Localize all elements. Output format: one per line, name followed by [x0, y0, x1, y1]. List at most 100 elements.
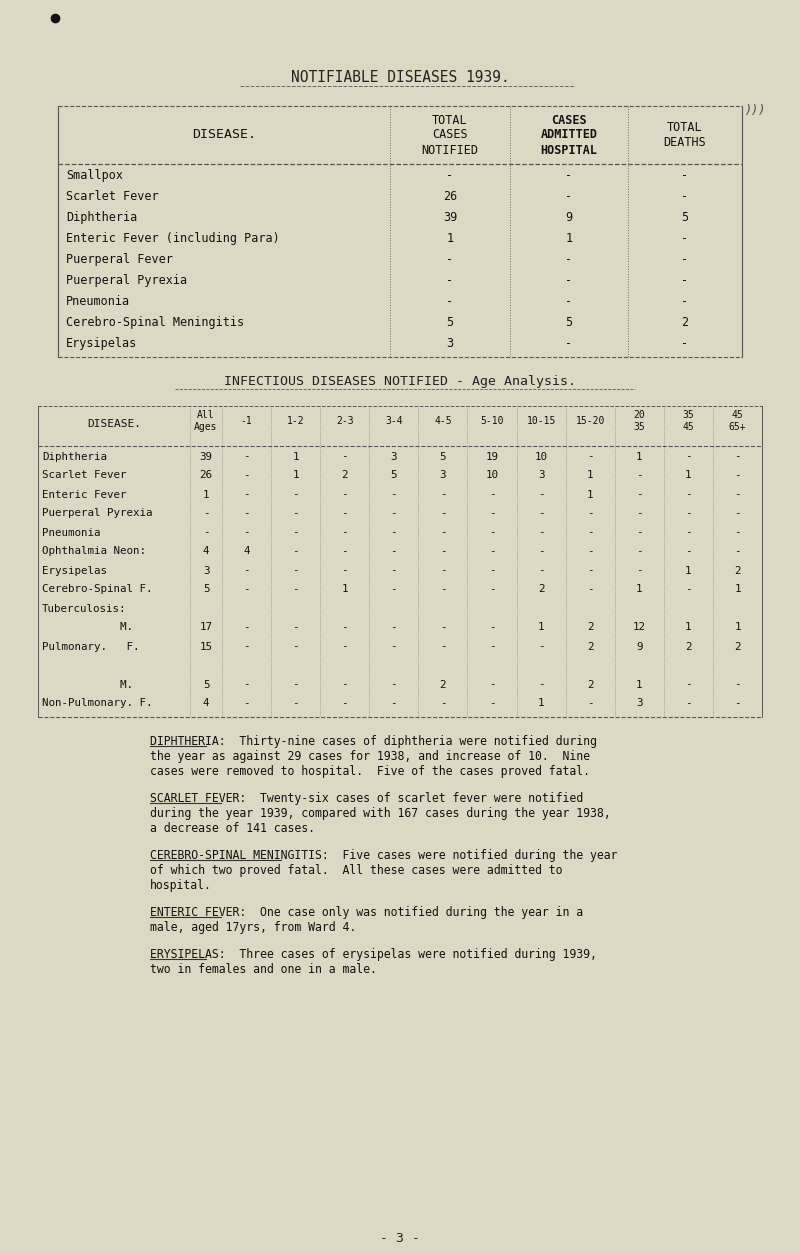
Text: 1: 1: [636, 679, 642, 689]
Text: -: -: [292, 565, 299, 575]
Text: -: -: [440, 509, 446, 519]
Text: -: -: [538, 546, 544, 556]
Text: -: -: [202, 528, 210, 538]
Text: 3: 3: [538, 470, 544, 480]
Text: 10: 10: [486, 470, 498, 480]
Text: -: -: [342, 490, 348, 500]
Text: -: -: [243, 490, 250, 500]
Text: -: -: [734, 451, 741, 461]
Text: 39: 39: [199, 451, 213, 461]
Text: -: -: [243, 470, 250, 480]
Text: -: -: [682, 190, 689, 203]
Text: -: -: [342, 451, 348, 461]
Text: 20
35: 20 35: [634, 410, 645, 432]
Text: M.: M.: [42, 679, 133, 689]
Text: DISEASE.: DISEASE.: [192, 129, 256, 142]
Text: Scarlet Fever: Scarlet Fever: [42, 470, 126, 480]
Text: 1: 1: [538, 698, 544, 708]
Text: -: -: [682, 274, 689, 287]
Text: -: -: [489, 546, 495, 556]
Text: 1: 1: [636, 584, 642, 594]
Text: -: -: [685, 679, 692, 689]
Text: -: -: [446, 169, 454, 182]
Text: 5: 5: [202, 584, 210, 594]
Text: 1: 1: [587, 490, 594, 500]
Text: NOTIFIABLE DISEASES 1939.: NOTIFIABLE DISEASES 1939.: [290, 70, 510, 85]
Text: 5: 5: [202, 679, 210, 689]
Text: -: -: [636, 565, 642, 575]
Text: Enteric Fever (including Para): Enteric Fever (including Para): [66, 232, 280, 246]
Text: Cerebro-Spinal F.: Cerebro-Spinal F.: [42, 584, 153, 594]
Text: Smallpox: Smallpox: [66, 169, 123, 182]
Text: Puerperal Fever: Puerperal Fever: [66, 253, 173, 266]
Text: Erysipelas: Erysipelas: [66, 337, 138, 350]
Text: 9: 9: [636, 642, 642, 652]
Text: 19: 19: [486, 451, 498, 461]
Text: -: -: [566, 274, 573, 287]
Text: -: -: [566, 294, 573, 308]
Text: 4-5: 4-5: [434, 416, 452, 426]
Text: -: -: [587, 546, 594, 556]
Text: Puerperal Pyrexia: Puerperal Pyrexia: [42, 509, 153, 519]
Text: 5: 5: [682, 211, 689, 224]
Text: -: -: [538, 528, 544, 538]
Text: 2: 2: [538, 584, 544, 594]
Text: of which two proved fatal.  All these cases were admitted to: of which two proved fatal. All these cas…: [150, 865, 562, 877]
Text: 3: 3: [446, 337, 454, 350]
Text: 1: 1: [292, 470, 299, 480]
Text: 15: 15: [199, 642, 213, 652]
Text: 1: 1: [685, 565, 692, 575]
Text: 2: 2: [682, 316, 689, 330]
Text: -: -: [489, 565, 495, 575]
Text: -: -: [390, 584, 397, 594]
Text: 12: 12: [633, 623, 646, 633]
Text: -: -: [685, 509, 692, 519]
Text: -: -: [440, 528, 446, 538]
Text: 10: 10: [534, 451, 547, 461]
Text: -: -: [243, 698, 250, 708]
Text: -: -: [390, 509, 397, 519]
Text: 1: 1: [734, 623, 741, 633]
Text: 45
65+: 45 65+: [729, 410, 746, 432]
Text: 17: 17: [199, 623, 213, 633]
Text: 2: 2: [734, 565, 741, 575]
Text: -: -: [734, 546, 741, 556]
Text: -: -: [538, 509, 544, 519]
Text: -: -: [342, 509, 348, 519]
Text: 1-2: 1-2: [287, 416, 305, 426]
Text: Enteric Fever: Enteric Fever: [42, 490, 126, 500]
Text: -: -: [202, 509, 210, 519]
Text: 26: 26: [443, 190, 457, 203]
Text: -: -: [446, 253, 454, 266]
Text: a decrease of 141 cases.: a decrease of 141 cases.: [150, 822, 315, 834]
Text: 1: 1: [685, 623, 692, 633]
Text: -: -: [734, 698, 741, 708]
Text: 1: 1: [636, 451, 642, 461]
Text: 1: 1: [446, 232, 454, 246]
Text: -: -: [587, 451, 594, 461]
Text: -: -: [440, 546, 446, 556]
Text: 5-10: 5-10: [480, 416, 504, 426]
Text: -: -: [489, 528, 495, 538]
Text: -: -: [489, 509, 495, 519]
Text: -: -: [390, 623, 397, 633]
Text: 2: 2: [440, 679, 446, 689]
Text: 1: 1: [342, 584, 348, 594]
Text: -: -: [636, 546, 642, 556]
Text: -: -: [292, 623, 299, 633]
Text: -: -: [440, 490, 446, 500]
Text: -: -: [243, 679, 250, 689]
Text: -: -: [243, 528, 250, 538]
Text: -: -: [342, 642, 348, 652]
Text: -: -: [390, 679, 397, 689]
Text: -: -: [636, 528, 642, 538]
Text: 2: 2: [587, 623, 594, 633]
Text: TOTAL
DEATHS: TOTAL DEATHS: [664, 122, 706, 149]
Text: -: -: [390, 698, 397, 708]
Text: 3-4: 3-4: [385, 416, 402, 426]
Text: -: -: [636, 490, 642, 500]
Text: -: -: [734, 509, 741, 519]
Text: 4: 4: [202, 546, 210, 556]
Text: 1: 1: [538, 623, 544, 633]
Text: -: -: [489, 623, 495, 633]
